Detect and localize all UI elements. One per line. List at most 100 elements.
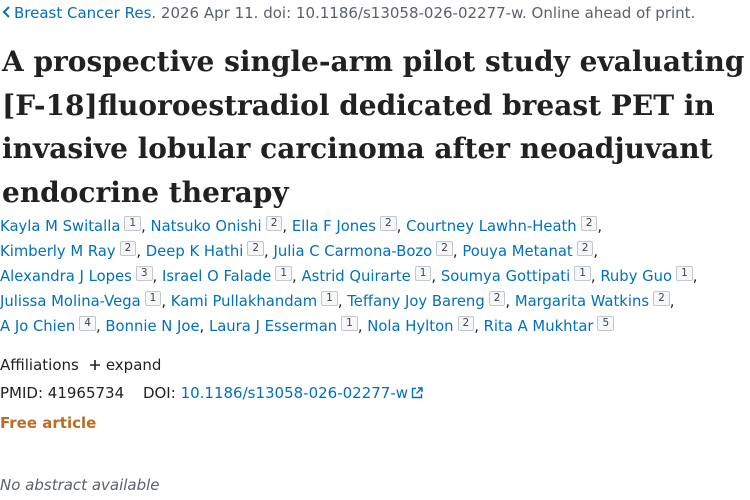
- affiliation-number-button[interactable]: 1: [321, 291, 338, 306]
- author-name-link[interactable]: Israel O Falade: [161, 268, 272, 285]
- author-name-link[interactable]: Alexandra J Lopes: [0, 268, 132, 285]
- author-name-link[interactable]: Bonnie N Joe: [105, 318, 200, 335]
- author-name-link[interactable]: Pouya Metanat: [462, 243, 573, 260]
- citation-line: Breast Cancer Res. 2026 Apr 11. doi: 10.…: [0, 3, 750, 23]
- author-item: Ruby Guo 1,: [600, 266, 697, 285]
- author-name-link[interactable]: Julia C Carmona-Bozo: [273, 243, 433, 260]
- author-separator: ,: [357, 318, 363, 335]
- author-separator: ,: [337, 293, 343, 310]
- affiliation-number-button[interactable]: 3: [135, 266, 153, 281]
- author-name-link[interactable]: Deep K Hathi: [145, 243, 244, 260]
- author-separator: ,: [292, 268, 297, 285]
- author-separator: ,: [161, 293, 167, 310]
- author-name-link[interactable]: Margarita Watkins: [514, 293, 650, 310]
- citation-details: 2026 Apr 11. doi: 10.1186/s13058-026-022…: [156, 4, 696, 22]
- author-separator: ,: [597, 218, 603, 235]
- external-link-icon: [411, 387, 423, 399]
- author-separator: ,: [590, 268, 596, 285]
- affiliation-number-button[interactable]: 1: [414, 266, 432, 281]
- identifiers-row: PMID: 41965734 DOI: 10.1186/s13058-026-0…: [0, 383, 423, 403]
- author-separator: ,: [199, 318, 205, 335]
- author-name-link[interactable]: Courtney Lawhn-Heath: [406, 218, 577, 235]
- author-separator: ,: [669, 293, 675, 310]
- author-item: Laura J Esserman 1,: [208, 316, 363, 335]
- affiliation-number-button[interactable]: 2: [119, 241, 137, 256]
- affiliation-number-button[interactable]: 2: [247, 241, 265, 256]
- author-name-link[interactable]: Astrid Quirarte: [301, 268, 411, 285]
- author-item: Deep K Hathi 2,: [145, 241, 269, 260]
- author-separator: ,: [474, 318, 479, 335]
- affiliations-label: Affiliations: [0, 356, 79, 374]
- author-name-link[interactable]: Natsuko Onishi: [150, 218, 262, 235]
- author-separator: ,: [264, 243, 269, 260]
- author-separator: ,: [95, 318, 101, 335]
- author-separator: ,: [152, 268, 158, 285]
- affiliation-number-button[interactable]: 5: [597, 316, 615, 331]
- article-title: A prospective single-arm pilot study eva…: [2, 45, 745, 209]
- author-item: Kami Pullakhandam 1,: [170, 291, 343, 310]
- author-name-link[interactable]: Teffany Joy Bareng: [347, 293, 485, 310]
- affiliation-number-button[interactable]: 1: [676, 266, 693, 281]
- author-name-link[interactable]: A Jo Chien: [0, 318, 76, 335]
- affiliation-number-button[interactable]: 1: [144, 291, 162, 306]
- affiliation-number-button[interactable]: 2: [457, 316, 475, 331]
- author-name-link[interactable]: Kami Pullakhandam: [170, 293, 318, 310]
- affiliation-number-button[interactable]: 2: [653, 291, 670, 306]
- author-item: Julissa Molina-Vega 1,: [0, 291, 167, 310]
- author-item: Soumya Gottipati 1,: [440, 266, 596, 285]
- author-separator: ,: [431, 268, 437, 285]
- affiliation-number-button[interactable]: 1: [341, 316, 358, 331]
- affiliation-number-button[interactable]: 2: [379, 216, 397, 231]
- affiliations-row: Affiliations expand: [0, 355, 161, 375]
- author-name-link[interactable]: Julissa Molina-Vega: [0, 293, 141, 310]
- affiliation-number-button[interactable]: 2: [580, 216, 598, 231]
- author-name-link[interactable]: Nola Hylton: [367, 318, 454, 335]
- affiliations-expand-button[interactable]: expand: [89, 356, 162, 374]
- author-item: Astrid Quirarte 1,: [301, 266, 437, 285]
- plus-icon: [89, 360, 100, 370]
- author-separator: ,: [593, 243, 599, 260]
- author-name-link[interactable]: Ruby Guo: [600, 268, 673, 285]
- affiliation-number-button[interactable]: 2: [576, 241, 594, 256]
- doi-value: 10.1186/s13058-026-02277-w: [180, 384, 409, 402]
- author-item: Nola Hylton 2,: [367, 316, 479, 335]
- author-name-link[interactable]: Rita A Mukhtar: [483, 318, 594, 335]
- author-name-link[interactable]: Ella F Jones: [291, 218, 376, 235]
- journal-link[interactable]: Breast Cancer Res.: [14, 4, 157, 22]
- author-separator: ,: [141, 218, 146, 235]
- author-item: A Jo Chien 4,: [0, 316, 101, 335]
- author-separator: ,: [452, 243, 458, 260]
- free-article-badge: Free article: [0, 414, 97, 432]
- author-separator: ,: [396, 218, 402, 235]
- author-item: Bonnie N Joe,: [105, 318, 204, 335]
- affiliation-number-button[interactable]: 2: [265, 216, 283, 231]
- author-item: Alexandra J Lopes 3,: [0, 266, 158, 285]
- chevron-left-icon: [2, 6, 10, 18]
- author-item: Margarita Watkins 2,: [514, 291, 675, 310]
- expand-label: expand: [105, 356, 162, 374]
- affiliation-number-button[interactable]: 1: [124, 216, 142, 231]
- author-name-link[interactable]: Laura J Esserman: [208, 318, 338, 335]
- pmid-label: PMID:: [0, 384, 44, 402]
- author-separator: ,: [282, 218, 288, 235]
- author-item: Julia C Carmona-Bozo 2,: [273, 241, 458, 260]
- affiliation-number-button[interactable]: 2: [436, 241, 453, 256]
- authors-list: Kayla M Switalla 1, Natsuko Onishi 2, Ella…: [0, 214, 735, 339]
- affiliation-number-button[interactable]: 4: [79, 316, 96, 331]
- affiliation-number-button[interactable]: 2: [488, 291, 506, 306]
- pmid-value: 41965734: [47, 384, 125, 402]
- affiliation-number-button[interactable]: 1: [574, 266, 591, 281]
- author-name-link[interactable]: Kayla M Switalla: [0, 218, 121, 235]
- doi-link[interactable]: 10.1186/s13058-026-02277-w: [181, 384, 423, 402]
- affiliation-number-button[interactable]: 1: [275, 266, 293, 281]
- author-item: Ella F Jones 2,: [291, 216, 402, 235]
- author-name-link[interactable]: Kimberly M Ray: [0, 243, 116, 260]
- author-item: Teffany Joy Bareng 2,: [347, 291, 511, 310]
- doi-label: DOI:: [142, 384, 176, 402]
- author-separator: ,: [505, 293, 511, 310]
- author-item: Pouya Metanat 2,: [462, 241, 599, 260]
- author-item: Rita A Mukhtar 5: [483, 316, 615, 335]
- author-name-link[interactable]: Soumya Gottipati: [440, 268, 571, 285]
- author-item: Israel O Falade 1,: [161, 266, 297, 285]
